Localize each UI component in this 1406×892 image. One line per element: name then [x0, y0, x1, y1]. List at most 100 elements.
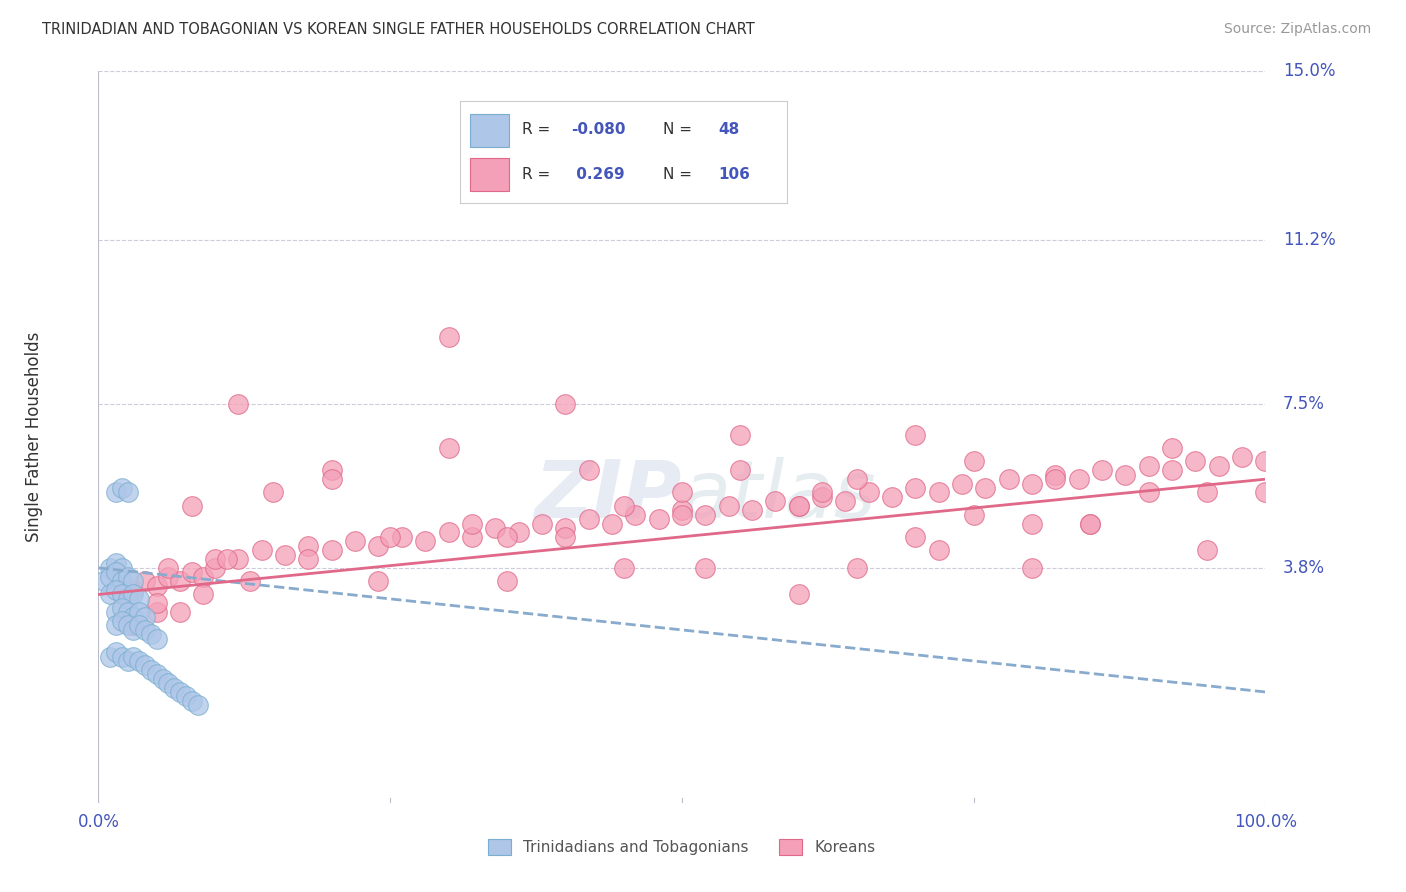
Point — [122, 574, 145, 589]
Point — [811, 485, 834, 500]
Point — [904, 481, 927, 495]
Point — [146, 632, 169, 646]
Point — [139, 627, 162, 641]
Point — [274, 548, 297, 562]
Point — [93, 574, 115, 589]
Point — [437, 441, 460, 455]
Point — [787, 499, 810, 513]
Point — [461, 530, 484, 544]
Point — [1197, 485, 1219, 500]
Point — [1080, 516, 1102, 531]
Point — [104, 605, 127, 619]
Point — [180, 694, 202, 708]
Point — [508, 525, 530, 540]
Point — [157, 570, 180, 584]
Point — [1114, 467, 1136, 482]
Point — [321, 472, 343, 486]
Point — [169, 605, 191, 619]
Point — [846, 472, 869, 486]
Point — [146, 578, 169, 592]
Point — [380, 530, 402, 544]
Point — [134, 623, 156, 637]
Point — [122, 587, 145, 601]
Point — [974, 481, 997, 495]
Point — [1137, 458, 1160, 473]
Point — [695, 508, 717, 522]
Point — [1021, 476, 1043, 491]
Point — [600, 516, 623, 531]
Text: Source: ZipAtlas.com: Source: ZipAtlas.com — [1223, 22, 1371, 37]
Point — [98, 561, 121, 575]
Point — [104, 566, 127, 580]
Point — [104, 582, 127, 597]
Point — [787, 499, 810, 513]
Point — [111, 649, 134, 664]
Point — [554, 530, 576, 544]
Point — [157, 561, 180, 575]
Point — [117, 654, 139, 668]
Point — [139, 663, 162, 677]
Text: 7.5%: 7.5% — [1282, 395, 1324, 413]
Point — [834, 494, 856, 508]
Point — [928, 543, 950, 558]
Text: Single Father Households: Single Father Households — [25, 332, 44, 542]
Point — [391, 530, 413, 544]
Point — [174, 690, 197, 704]
Point — [763, 494, 786, 508]
Point — [1184, 454, 1206, 468]
Text: ZIP: ZIP — [534, 457, 682, 534]
Point — [846, 561, 869, 575]
Point — [367, 539, 389, 553]
Point — [624, 508, 647, 522]
Point — [554, 521, 576, 535]
Point — [152, 672, 174, 686]
Text: 3.8%: 3.8% — [1282, 559, 1324, 577]
Point — [146, 596, 169, 610]
Point — [1080, 516, 1102, 531]
Point — [117, 605, 139, 619]
Text: TRINIDADIAN AND TOBAGONIAN VS KOREAN SINGLE FATHER HOUSEHOLDS CORRELATION CHART: TRINIDADIAN AND TOBAGONIAN VS KOREAN SIN… — [42, 22, 755, 37]
Point — [169, 685, 191, 699]
Point — [671, 503, 693, 517]
Point — [239, 574, 262, 589]
Point — [111, 587, 134, 601]
Point — [1021, 516, 1043, 531]
Point — [461, 516, 484, 531]
Point — [228, 552, 250, 566]
Point — [111, 561, 134, 575]
Point — [169, 574, 191, 589]
Point — [128, 618, 150, 632]
Point — [811, 490, 834, 504]
Point — [163, 681, 186, 695]
Point — [297, 539, 319, 553]
Point — [741, 503, 763, 517]
Point — [1161, 463, 1184, 477]
Legend: Trinidadians and Tobagonians, Koreans: Trinidadians and Tobagonians, Koreans — [482, 833, 882, 861]
Point — [496, 530, 519, 544]
Point — [1230, 450, 1253, 464]
Point — [111, 614, 134, 628]
Point — [98, 587, 121, 601]
Point — [344, 534, 367, 549]
Point — [204, 552, 226, 566]
Point — [1045, 467, 1067, 482]
Point — [578, 512, 600, 526]
Point — [122, 649, 145, 664]
Point — [367, 574, 389, 589]
Point — [117, 485, 139, 500]
Point — [647, 512, 669, 526]
Point — [530, 516, 553, 531]
Point — [858, 485, 880, 500]
Point — [297, 552, 319, 566]
Point — [437, 525, 460, 540]
Point — [187, 698, 209, 713]
Point — [122, 623, 145, 637]
Point — [98, 570, 121, 584]
Point — [128, 654, 150, 668]
Point — [128, 605, 150, 619]
Point — [250, 543, 273, 558]
Point — [122, 582, 145, 597]
Point — [104, 618, 127, 632]
Point — [950, 476, 973, 491]
Point — [997, 472, 1019, 486]
